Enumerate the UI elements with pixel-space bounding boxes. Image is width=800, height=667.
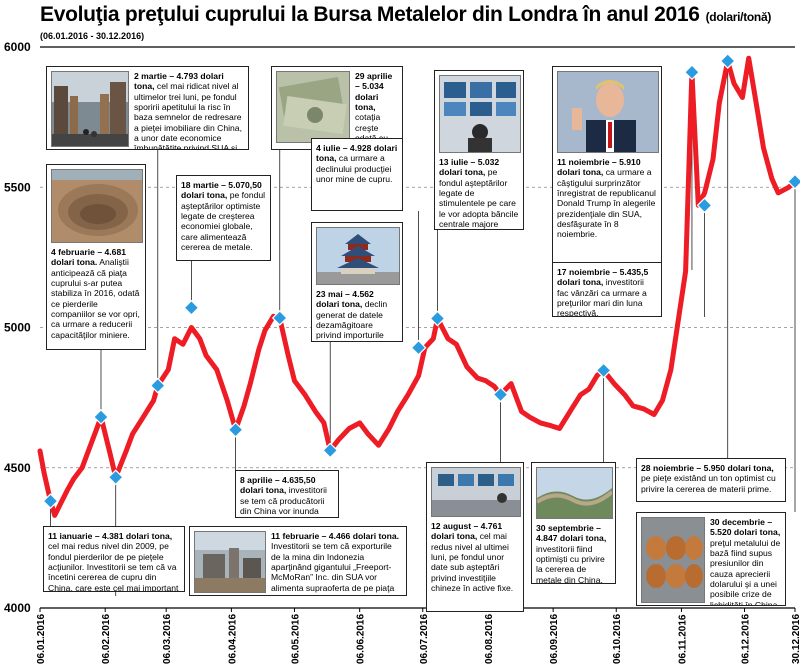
x-tick-label: 06.03.2016 xyxy=(162,614,173,664)
annotation-marker xyxy=(183,299,200,316)
annotation-marker xyxy=(322,442,339,459)
open-pit-mine-photo xyxy=(51,169,143,243)
period-label: (06.01.2016 - 30.12.2016) xyxy=(40,31,145,41)
y-tick-label: 5000 xyxy=(4,321,31,335)
price-line xyxy=(37,55,798,518)
annotation-box-11-noiembrie: 11 noiembrie – 5.910 dolari tona, ca urm… xyxy=(552,66,662,270)
y-tick-label: 6000 xyxy=(4,40,31,54)
annotation-marker xyxy=(227,421,244,438)
dollar-bills-photo xyxy=(276,71,350,143)
annotation-box-13-iulie: 13 iulie – 5.032 dolari tona, pe fondul … xyxy=(434,70,524,230)
annotation-box-30-septembrie: 30 septembrie – 4.847 dolari tona, inves… xyxy=(531,462,616,584)
x-tick-label: 06.09.2016 xyxy=(549,614,560,664)
annotation-box-4-februarie: 4 februarie – 4.681 dolari tona. Analişt… xyxy=(46,164,146,350)
y-tick-label: 4500 xyxy=(4,461,31,475)
donald-trump-photo xyxy=(557,71,659,153)
annotation-marker xyxy=(787,173,800,190)
annotation-marker xyxy=(719,53,736,69)
annotation-marker xyxy=(93,409,109,425)
x-tick-label: 06.12.2016 xyxy=(741,614,752,664)
annotation-box-4-iulie: 4 iulie – 4.928 dolari tona, ca urmare a… xyxy=(311,138,403,211)
x-tick-label: 06.06.2016 xyxy=(356,614,367,664)
y-axis: 6000 5500 5000 4500 4000 xyxy=(4,40,31,615)
annotation-marker xyxy=(42,493,59,510)
y-tick-label: 4000 xyxy=(4,601,31,615)
indonesia-mine-photo xyxy=(194,531,266,593)
annotation-box-17-noiembrie: 17 noiembrie – 5.435,5 dolari tona, inve… xyxy=(552,262,662,317)
chart-title: Evoluţia preţului cuprului la Bursa Meta… xyxy=(40,3,772,26)
annotation-marker xyxy=(429,310,446,327)
x-tick-label: 06.07.2016 xyxy=(419,614,430,664)
annotation-marker xyxy=(684,64,700,81)
annotation-marker xyxy=(410,339,427,356)
annotation-box-2-martie: 2 martie – 4.793 dolari tona, cel mai ri… xyxy=(46,66,249,150)
y-tick-label: 5500 xyxy=(4,180,31,194)
great-wall-photo xyxy=(536,467,613,519)
copper-coils-photo xyxy=(641,517,705,603)
x-tick-label: 06.10.2016 xyxy=(612,614,623,664)
annotation-marker xyxy=(149,377,166,394)
annotation-box-11-ianuarie: 11 ianuarie – 4.381 dolari tona, cel mai… xyxy=(43,526,185,592)
annotation-box-28-noiembrie: 28 noiembrie – 5.950 dolari tona, pe pie… xyxy=(636,458,786,502)
annotation-box-23-mai: 23 mai – 4.562 dolari tona, declin gener… xyxy=(311,222,403,342)
annotation-marker xyxy=(107,469,124,486)
city-street-photo xyxy=(51,71,129,147)
x-tick-label: 06.04.2016 xyxy=(227,614,238,664)
unit-label: (dolari/tonă) xyxy=(705,10,772,24)
temple-of-heaven-photo xyxy=(316,227,400,285)
x-tick-label: 06.08.2016 xyxy=(484,614,495,664)
x-tick-label: 06.05.2016 xyxy=(290,614,301,664)
x-axis: 06.01.2016 06.02.2016 06.03.2016 06.04.2016… xyxy=(36,608,800,664)
annotation-box-11-februarie: 11 februarie – 4.466 dolari tona. Invest… xyxy=(189,526,407,596)
annotation-marker xyxy=(595,362,612,379)
annotation-box-8-aprilie: 8 aprilie – 4.635,50 dolari tona, invest… xyxy=(235,470,339,518)
x-tick-label: 06.01.2016 xyxy=(36,614,47,664)
annotation-marker xyxy=(271,310,288,326)
annotation-markers xyxy=(42,53,800,510)
annotation-leaders xyxy=(50,61,796,596)
trading-room-photo xyxy=(439,75,521,153)
office-screens-photo xyxy=(431,467,521,517)
annotation-box-29-aprilie: 29 aprilie – 5.034 dolari tona, cotaţia … xyxy=(271,66,403,150)
annotation-box-18-martie: 18 martie – 5.070,50 dolari tona, pe fon… xyxy=(176,175,271,261)
annotation-marker xyxy=(492,386,509,403)
x-tick-label: 30.12.2016 xyxy=(791,614,800,664)
annotation-box-30-decembrie: 30 decembrie – 5.520 dolari tona, preţul… xyxy=(636,512,786,606)
x-tick-label: 06.11.2016 xyxy=(677,614,688,664)
annotation-box-12-august: 12 august – 4.761 dolari tona, cel mai r… xyxy=(426,462,524,612)
annotation-marker xyxy=(696,197,713,214)
x-tick-label: 06.02.2016 xyxy=(101,614,112,664)
